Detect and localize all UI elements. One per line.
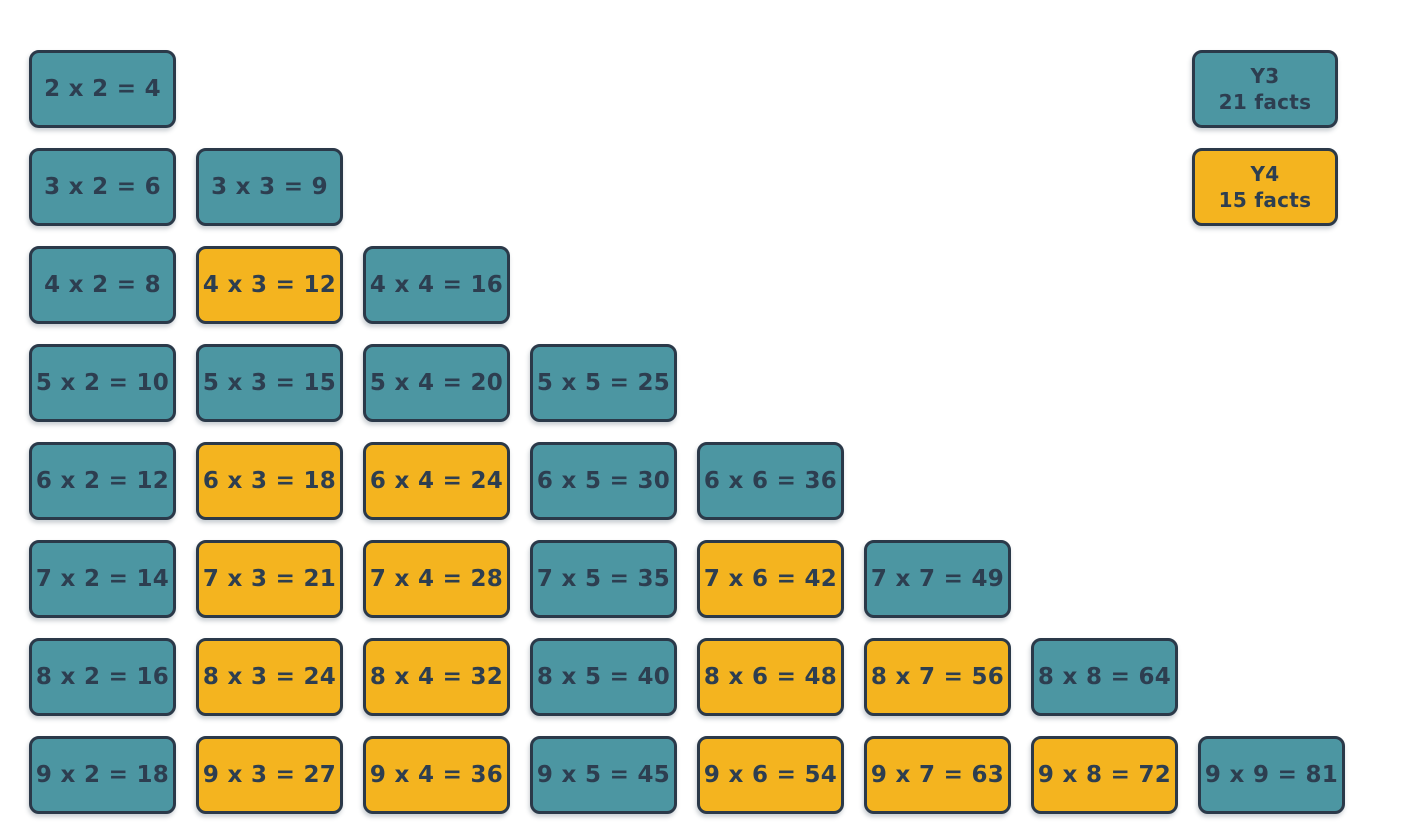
fact-card: 5 x 4 = 20 bbox=[363, 344, 510, 422]
fact-card: 6 x 6 = 36 bbox=[697, 442, 844, 520]
legend: Y3 21 facts Y4 15 facts bbox=[1192, 50, 1338, 226]
fact-text: 6 x 3 = 18 bbox=[202, 468, 337, 494]
fact-text: 8 x 6 = 48 bbox=[703, 664, 838, 690]
fact-text: 7 x 6 = 42 bbox=[703, 566, 838, 592]
fact-text: 7 x 3 = 21 bbox=[202, 566, 337, 592]
fact-card: 8 x 2 = 16 bbox=[29, 638, 176, 716]
fact-card: 9 x 8 = 72 bbox=[1031, 736, 1178, 814]
fact-card: 8 x 4 = 32 bbox=[363, 638, 510, 716]
fact-card: 8 x 6 = 48 bbox=[697, 638, 844, 716]
fact-card: 9 x 4 = 36 bbox=[363, 736, 510, 814]
fact-card: 7 x 7 = 49 bbox=[864, 540, 1011, 618]
fact-row: 2 x 2 = 4 bbox=[29, 50, 1345, 128]
fact-text: 5 x 4 = 20 bbox=[369, 370, 504, 396]
legend-card: Y4 15 facts bbox=[1192, 148, 1338, 226]
fact-row: 8 x 2 = 16 8 x 3 = 24 8 x 4 = 32 8 x 5 =… bbox=[29, 638, 1345, 716]
fact-card: 8 x 5 = 40 bbox=[530, 638, 677, 716]
fact-row: 6 x 2 = 12 6 x 3 = 18 6 x 4 = 24 6 x 5 =… bbox=[29, 442, 1345, 520]
fact-text: 7 x 2 = 14 bbox=[35, 566, 170, 592]
fact-text: 8 x 7 = 56 bbox=[870, 664, 1005, 690]
fact-card: 7 x 2 = 14 bbox=[29, 540, 176, 618]
fact-text: 6 x 4 = 24 bbox=[369, 468, 504, 494]
fact-card: 9 x 9 = 81 bbox=[1198, 736, 1345, 814]
fact-text: 6 x 6 = 36 bbox=[703, 468, 838, 494]
fact-card: 7 x 4 = 28 bbox=[363, 540, 510, 618]
fact-text: 9 x 3 = 27 bbox=[202, 762, 337, 788]
facts-grid: 2 x 2 = 4 3 x 2 = 6 3 x 3 = 9 4 x 2 = 8 … bbox=[29, 50, 1345, 834]
fact-card: 4 x 4 = 16 bbox=[363, 246, 510, 324]
fact-card: 2 x 2 = 4 bbox=[29, 50, 176, 128]
fact-card: 9 x 5 = 45 bbox=[530, 736, 677, 814]
fact-card: 6 x 2 = 12 bbox=[29, 442, 176, 520]
fact-card: 9 x 6 = 54 bbox=[697, 736, 844, 814]
fact-text: 9 x 7 = 63 bbox=[870, 762, 1005, 788]
fact-card: 8 x 3 = 24 bbox=[196, 638, 343, 716]
legend-count-label: 15 facts bbox=[1218, 188, 1312, 212]
fact-card: 9 x 2 = 18 bbox=[29, 736, 176, 814]
fact-card: 4 x 2 = 8 bbox=[29, 246, 176, 324]
fact-text: 8 x 5 = 40 bbox=[536, 664, 671, 690]
fact-text: 9 x 6 = 54 bbox=[703, 762, 838, 788]
fact-text: 8 x 2 = 16 bbox=[35, 664, 170, 690]
fact-card: 5 x 2 = 10 bbox=[29, 344, 176, 422]
fact-row: 4 x 2 = 8 4 x 3 = 12 4 x 4 = 16 bbox=[29, 246, 1345, 324]
fact-text: 6 x 2 = 12 bbox=[35, 468, 170, 494]
fact-card: 6 x 5 = 30 bbox=[530, 442, 677, 520]
fact-card: 6 x 3 = 18 bbox=[196, 442, 343, 520]
fact-text: 8 x 4 = 32 bbox=[369, 664, 504, 690]
fact-card: 4 x 3 = 12 bbox=[196, 246, 343, 324]
fact-text: 4 x 3 = 12 bbox=[202, 272, 337, 298]
fact-text: 9 x 2 = 18 bbox=[35, 762, 170, 788]
fact-card: 5 x 5 = 25 bbox=[530, 344, 677, 422]
fact-text: 8 x 8 = 64 bbox=[1037, 664, 1172, 690]
legend-year-label: Y3 bbox=[1250, 64, 1280, 88]
fact-text: 6 x 5 = 30 bbox=[536, 468, 671, 494]
fact-card: 7 x 6 = 42 bbox=[697, 540, 844, 618]
fact-text: 9 x 5 = 45 bbox=[536, 762, 671, 788]
fact-text: 3 x 2 = 6 bbox=[44, 174, 161, 200]
fact-text: 7 x 5 = 35 bbox=[536, 566, 671, 592]
fact-row: 7 x 2 = 14 7 x 3 = 21 7 x 4 = 28 7 x 5 =… bbox=[29, 540, 1345, 618]
fact-text: 7 x 7 = 49 bbox=[870, 566, 1005, 592]
fact-card: 9 x 7 = 63 bbox=[864, 736, 1011, 814]
fact-row: 3 x 2 = 6 3 x 3 = 9 bbox=[29, 148, 1345, 226]
fact-text: 5 x 2 = 10 bbox=[35, 370, 170, 396]
legend-year-label: Y4 bbox=[1250, 162, 1280, 186]
fact-text: 5 x 5 = 25 bbox=[536, 370, 671, 396]
fact-text: 9 x 8 = 72 bbox=[1037, 762, 1172, 788]
fact-text: 9 x 4 = 36 bbox=[369, 762, 504, 788]
fact-row: 5 x 2 = 10 5 x 3 = 15 5 x 4 = 20 5 x 5 =… bbox=[29, 344, 1345, 422]
legend-card: Y3 21 facts bbox=[1192, 50, 1338, 128]
fact-card: 3 x 3 = 9 bbox=[196, 148, 343, 226]
fact-card: 3 x 2 = 6 bbox=[29, 148, 176, 226]
fact-text: 4 x 4 = 16 bbox=[369, 272, 504, 298]
fact-text: 5 x 3 = 15 bbox=[202, 370, 337, 396]
fact-text: 9 x 9 = 81 bbox=[1204, 762, 1339, 788]
fact-card: 8 x 8 = 64 bbox=[1031, 638, 1178, 716]
fact-card: 9 x 3 = 27 bbox=[196, 736, 343, 814]
fact-text: 8 x 3 = 24 bbox=[202, 664, 337, 690]
fact-card: 5 x 3 = 15 bbox=[196, 344, 343, 422]
legend-count-label: 21 facts bbox=[1218, 90, 1312, 114]
fact-card: 7 x 5 = 35 bbox=[530, 540, 677, 618]
fact-card: 6 x 4 = 24 bbox=[363, 442, 510, 520]
fact-text: 2 x 2 = 4 bbox=[44, 76, 161, 102]
fact-text: 7 x 4 = 28 bbox=[369, 566, 504, 592]
fact-text: 4 x 2 = 8 bbox=[44, 272, 161, 298]
fact-card: 8 x 7 = 56 bbox=[864, 638, 1011, 716]
fact-card: 7 x 3 = 21 bbox=[196, 540, 343, 618]
fact-row: 9 x 2 = 18 9 x 3 = 27 9 x 4 = 36 9 x 5 =… bbox=[29, 736, 1345, 814]
fact-text: 3 x 3 = 9 bbox=[211, 174, 328, 200]
